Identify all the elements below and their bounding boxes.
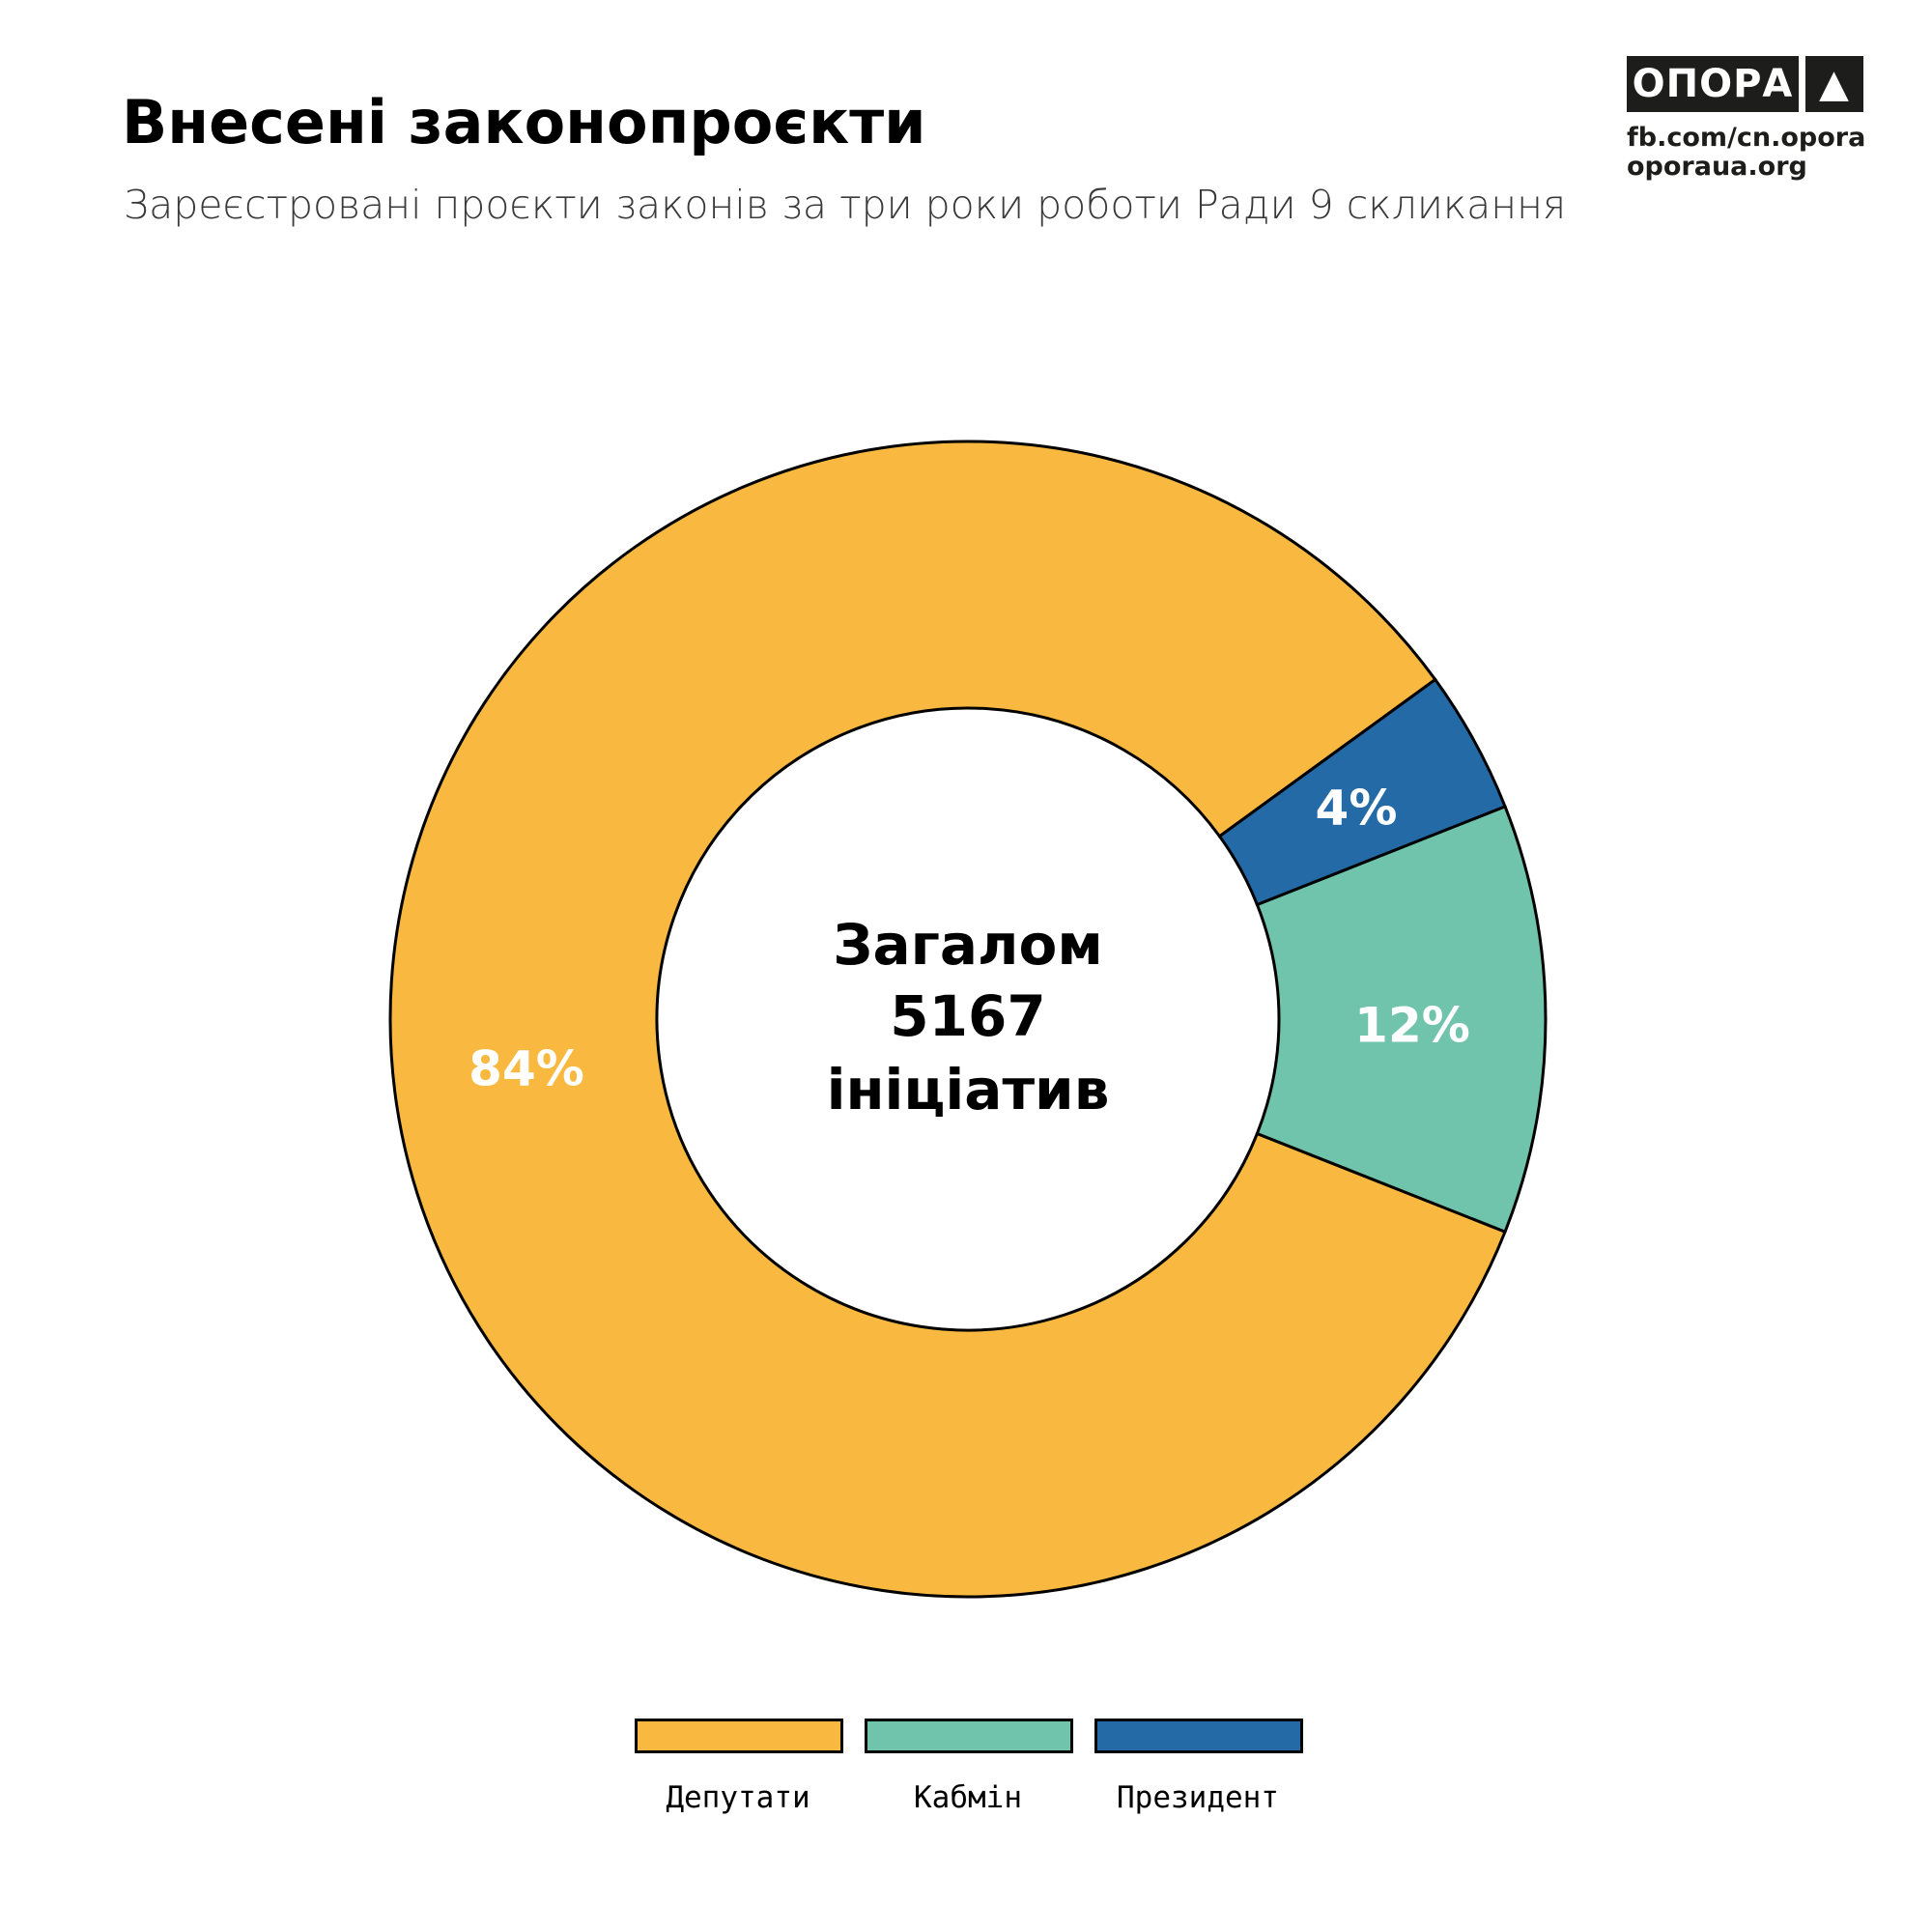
- legend-swatch-deputies: [635, 1719, 843, 1753]
- website-link[interactable]: oporaua.org: [1627, 152, 1807, 182]
- legend-label-deputies: Депутати: [666, 1780, 810, 1815]
- legend-label-president: Президент: [1117, 1780, 1279, 1815]
- value-label-president: 4%: [1316, 781, 1398, 837]
- logo-wordmark: ОПОРА: [1627, 56, 1799, 112]
- legend-label-cabinet: Кабмін: [914, 1780, 1022, 1815]
- center-text-line-2: 5167: [890, 983, 1045, 1049]
- center-text-line-3: ініціатив: [827, 1057, 1110, 1122]
- center-text-line-1: Загалом: [833, 912, 1103, 978]
- legend-swatch-president: [1094, 1719, 1303, 1753]
- value-label-deputies: 84%: [469, 1041, 584, 1097]
- facebook-link[interactable]: fb.com/cn.opora: [1627, 123, 1866, 153]
- chart-title: Внесені законопроєкти: [122, 87, 926, 157]
- value-label-cabinet: 12%: [1354, 998, 1470, 1054]
- legend-swatch-cabinet: [865, 1719, 1073, 1753]
- legend-item-cabinet: Кабмін: [865, 1719, 1073, 1815]
- legend-item-deputies: Депутати: [635, 1719, 843, 1815]
- triangle-icon: ▲: [1805, 56, 1863, 112]
- chart-subtitle: Зареєстровані проєкти законів за три рок…: [124, 182, 1567, 228]
- slice-cabinet: [1255, 804, 1548, 1235]
- slice-president: [1217, 677, 1507, 907]
- slice-deputies: [388, 440, 1507, 1599]
- opora-logo: ОПОРА ▲ fb.com/cn.opora oporaua.org: [1627, 56, 1866, 182]
- chart-legend: Депутати Кабмін Президент: [0, 1719, 1932, 1834]
- legend-item-president: Президент: [1094, 1719, 1303, 1815]
